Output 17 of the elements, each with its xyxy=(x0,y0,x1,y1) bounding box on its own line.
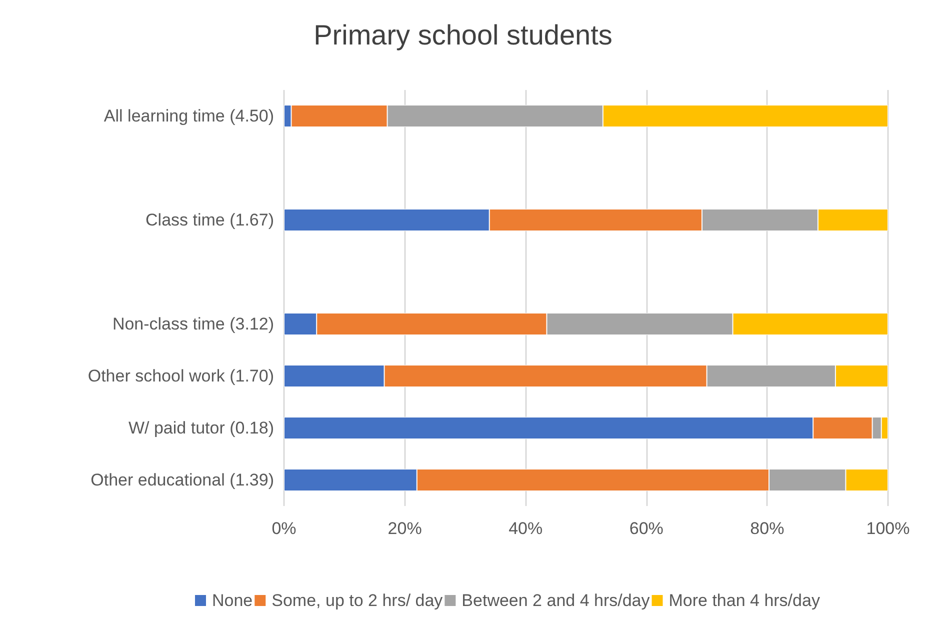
y-tick-label: Other educational (1.39) xyxy=(90,470,274,490)
x-tick-label: 40% xyxy=(508,519,543,538)
x-tick-label: 20% xyxy=(388,519,422,538)
legend-label: Some, up to 2 hrs/ day xyxy=(272,591,444,610)
legend-label: Between 2 and 4 hrs/day xyxy=(462,591,650,610)
y-tick-label: Class time (1.67) xyxy=(146,210,274,230)
y-tick-label: Non-class time (3.12) xyxy=(112,314,274,334)
legend-label: None xyxy=(212,591,253,610)
y-tick-label: W/ paid tutor (0.18) xyxy=(128,418,274,438)
y-tick-label: All learning time (4.50) xyxy=(104,106,274,126)
x-tick-label: 100% xyxy=(866,519,910,538)
chart-title: Primary school students xyxy=(314,20,612,50)
x-tick-label: 60% xyxy=(629,519,664,538)
legend-label: More than 4 hrs/day xyxy=(668,591,820,610)
y-tick-label: Other school work (1.70) xyxy=(88,366,274,386)
x-tick-label: 0% xyxy=(272,519,296,538)
x-tick-label: 80% xyxy=(750,519,784,538)
